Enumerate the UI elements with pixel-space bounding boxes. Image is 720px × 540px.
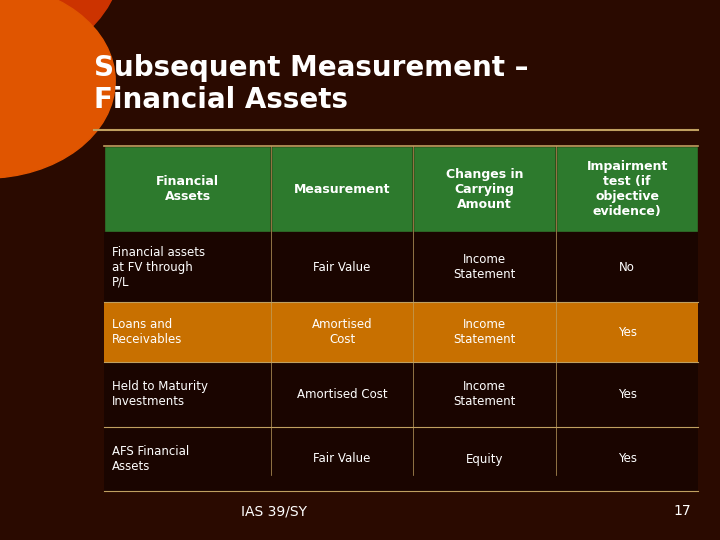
Text: Fair Value: Fair Value: [313, 453, 371, 465]
Circle shape: [0, 0, 115, 178]
Text: Income
Statement: Income Statement: [454, 253, 516, 281]
FancyBboxPatch shape: [104, 146, 271, 232]
Text: Income
Statement: Income Statement: [454, 380, 516, 408]
FancyBboxPatch shape: [556, 362, 698, 427]
Text: Equity: Equity: [466, 453, 503, 465]
FancyBboxPatch shape: [556, 146, 698, 232]
FancyBboxPatch shape: [556, 232, 698, 302]
Text: Loans and
Receivables: Loans and Receivables: [112, 318, 182, 346]
Text: Changes in
Carrying
Amount: Changes in Carrying Amount: [446, 167, 523, 211]
FancyBboxPatch shape: [104, 427, 271, 491]
Text: No: No: [619, 261, 635, 274]
Text: Amortised Cost: Amortised Cost: [297, 388, 387, 401]
Text: Fair Value: Fair Value: [313, 261, 371, 274]
FancyBboxPatch shape: [271, 427, 413, 491]
FancyBboxPatch shape: [413, 302, 556, 362]
FancyBboxPatch shape: [556, 427, 698, 491]
Text: Measurement: Measurement: [294, 183, 390, 195]
Text: Yes: Yes: [618, 326, 636, 339]
Text: IAS 39/SY: IAS 39/SY: [240, 504, 307, 518]
Text: Held to Maturity
Investments: Held to Maturity Investments: [112, 380, 207, 408]
FancyBboxPatch shape: [104, 362, 271, 427]
FancyBboxPatch shape: [271, 302, 413, 362]
Text: Income
Statement: Income Statement: [454, 318, 516, 346]
FancyBboxPatch shape: [413, 146, 556, 232]
FancyBboxPatch shape: [271, 146, 413, 232]
FancyBboxPatch shape: [104, 232, 271, 302]
Text: Impairment
test (if
objective
evidence): Impairment test (if objective evidence): [586, 160, 668, 218]
Text: Financial assets
at FV through
P/L: Financial assets at FV through P/L: [112, 246, 204, 289]
Text: 17: 17: [674, 504, 691, 518]
Text: AFS Financial
Assets: AFS Financial Assets: [112, 445, 189, 473]
Text: Amortised
Cost: Amortised Cost: [312, 318, 372, 346]
FancyBboxPatch shape: [413, 427, 556, 491]
FancyBboxPatch shape: [413, 362, 556, 427]
Text: Yes: Yes: [618, 453, 636, 465]
Text: Subsequent Measurement –
Financial Assets: Subsequent Measurement – Financial Asset…: [94, 54, 528, 114]
Circle shape: [0, 0, 122, 76]
FancyBboxPatch shape: [104, 302, 271, 362]
Text: Financial
Assets: Financial Assets: [156, 175, 219, 203]
FancyBboxPatch shape: [271, 232, 413, 302]
FancyBboxPatch shape: [271, 362, 413, 427]
FancyBboxPatch shape: [413, 232, 556, 302]
FancyBboxPatch shape: [556, 302, 698, 362]
Text: Yes: Yes: [618, 388, 636, 401]
